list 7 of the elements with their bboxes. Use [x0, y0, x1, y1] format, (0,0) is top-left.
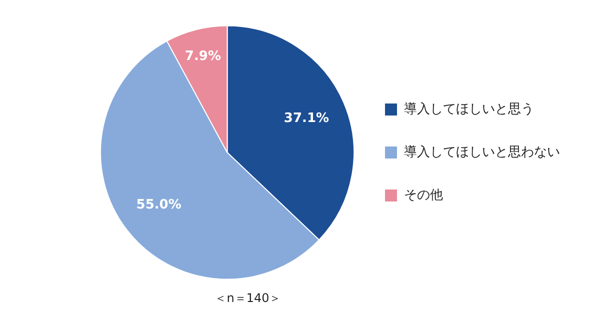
data-label: 37.1%	[284, 110, 330, 126]
legend-label: 導入してほしいと思わない	[404, 144, 560, 160]
legend-label: その他	[404, 188, 443, 203]
data-label: 55.0%	[136, 197, 182, 212]
data-label: 7.9%	[184, 49, 221, 64]
legend-label: 導入してほしいと思う	[404, 102, 534, 117]
text: ＜n＝140＞	[214, 290, 282, 307]
